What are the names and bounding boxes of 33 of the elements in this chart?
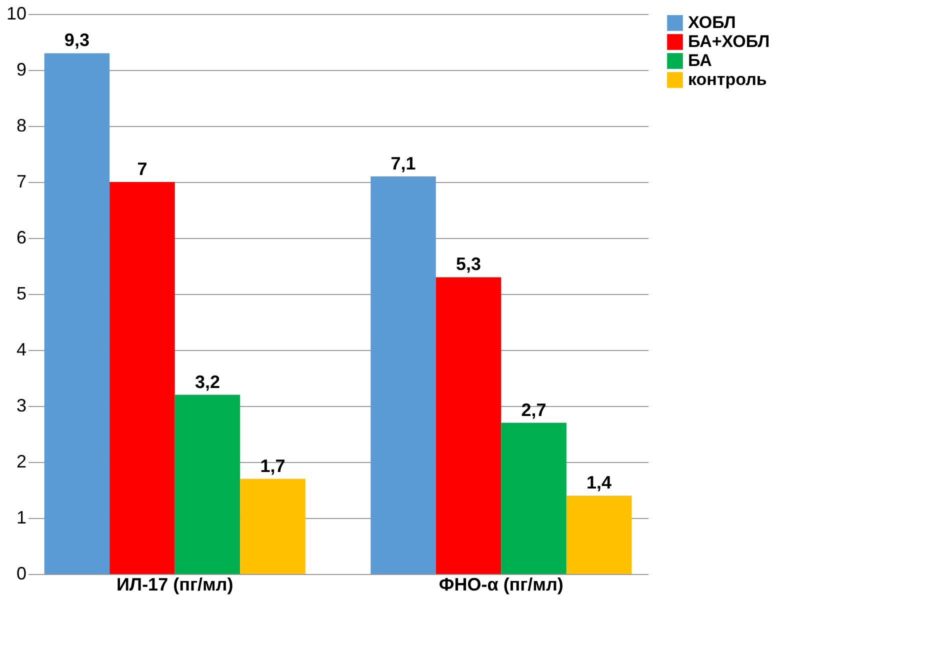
bar bbox=[240, 478, 306, 574]
x-tick-label: ФНО-α (пг/мл) bbox=[438, 574, 564, 594]
bar bbox=[436, 277, 502, 574]
data-label: 7,1 bbox=[390, 153, 416, 174]
y-tick-label: 6 bbox=[16, 228, 26, 248]
y-tick-label: 9 bbox=[16, 60, 26, 80]
legend-label: контроль bbox=[688, 70, 767, 89]
y-tick-label: 5 bbox=[16, 284, 26, 304]
legend-label: БА+ХОБЛ bbox=[688, 32, 770, 51]
y-tick-label: 0 bbox=[16, 564, 26, 584]
y-tick-label: 3 bbox=[16, 396, 26, 416]
y-tick-label: 10 bbox=[6, 4, 26, 24]
y-tick-label: 2 bbox=[16, 452, 26, 472]
bar bbox=[370, 176, 436, 574]
data-label: 1,4 bbox=[586, 472, 612, 493]
data-label: 7 bbox=[137, 159, 148, 179]
bar bbox=[44, 53, 110, 574]
bar bbox=[501, 422, 566, 574]
bar bbox=[566, 496, 632, 574]
data-label: 2,7 bbox=[521, 400, 546, 420]
bar bbox=[174, 394, 240, 574]
data-label: 3,2 bbox=[194, 372, 220, 392]
data-label: 1,7 bbox=[260, 456, 286, 476]
bar bbox=[110, 182, 175, 574]
legend-label: БА bbox=[688, 51, 712, 70]
x-tick-label: ИЛ-17 (пг/мл) bbox=[116, 574, 234, 594]
legend-label: ХОБЛ bbox=[688, 13, 736, 32]
y-tick-label: 7 bbox=[16, 172, 26, 192]
y-tick-label: 4 bbox=[16, 340, 26, 360]
data-label: 9,3 bbox=[64, 30, 90, 50]
y-tick-label: 8 bbox=[16, 116, 26, 136]
y-tick-label: 1 bbox=[16, 508, 26, 528]
data-label: 5,3 bbox=[456, 254, 482, 274]
